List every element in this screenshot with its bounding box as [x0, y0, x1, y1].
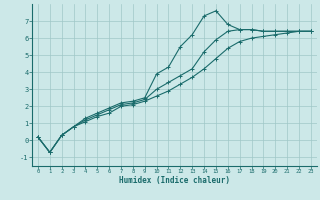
X-axis label: Humidex (Indice chaleur): Humidex (Indice chaleur): [119, 176, 230, 185]
